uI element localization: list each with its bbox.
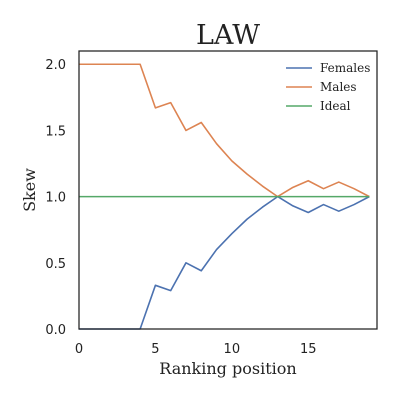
legend: Females Males Ideal bbox=[286, 61, 370, 113]
y-tick-label: 2.0 bbox=[45, 58, 66, 73]
x-tick-label: 15 bbox=[300, 342, 317, 357]
y-tick-label: 1.5 bbox=[45, 124, 66, 139]
legend-label-males: Males bbox=[320, 80, 357, 94]
x-tick-label: 5 bbox=[151, 342, 159, 357]
x-axis-label: Ranking position bbox=[159, 359, 296, 378]
y-axis-ticks: 0.0 0.5 1.0 1.5 2.0 bbox=[45, 58, 66, 338]
legend-label-ideal: Ideal bbox=[320, 99, 351, 113]
y-axis-label: Skew bbox=[20, 168, 39, 212]
x-tick-label: 0 bbox=[75, 342, 83, 357]
y-tick-label: 0.0 bbox=[45, 323, 66, 338]
series-line-males bbox=[79, 63, 370, 198]
y-tick-label: 0.5 bbox=[45, 257, 66, 272]
plot-frame bbox=[78, 50, 378, 330]
legend-label-females: Females bbox=[320, 61, 370, 75]
x-tick-label: 10 bbox=[224, 342, 241, 357]
x-axis-ticks: 0 5 10 15 bbox=[75, 342, 317, 357]
series-line-females bbox=[79, 195, 370, 330]
chart-title: LAW bbox=[196, 20, 260, 51]
y-tick-label: 1.0 bbox=[45, 191, 66, 206]
